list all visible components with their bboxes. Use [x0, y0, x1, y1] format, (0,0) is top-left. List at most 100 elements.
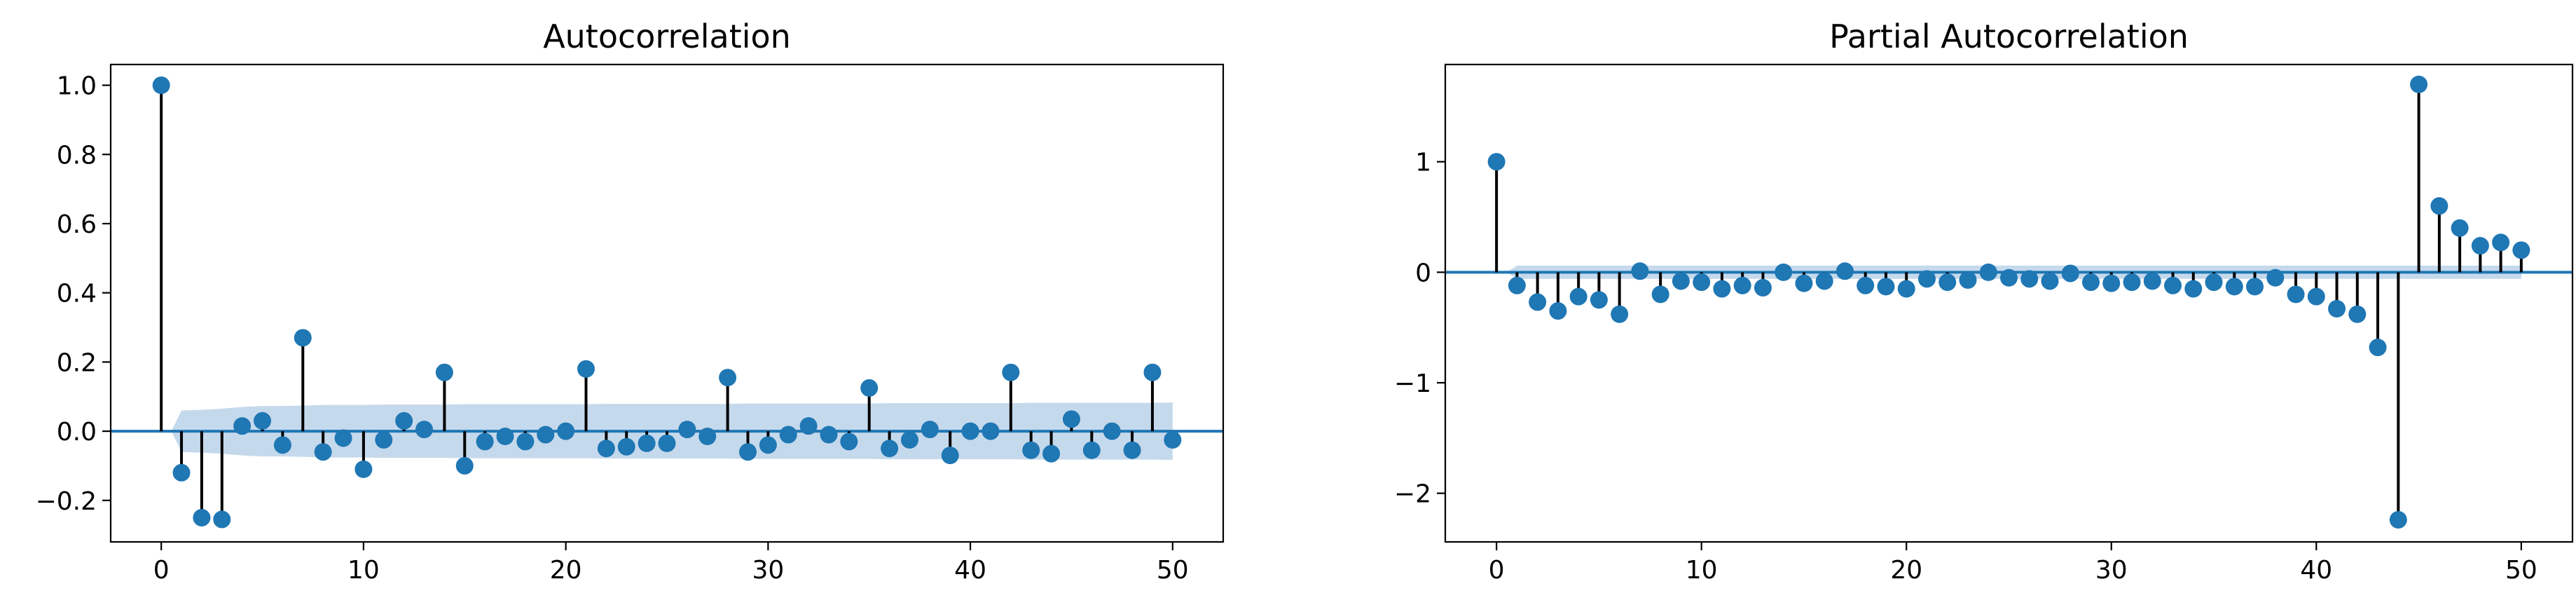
partial-autocorrelation-x-tick-label-50: 50	[2505, 556, 2537, 585]
autocorrelation-point-lag-34	[840, 433, 858, 451]
autocorrelation-x-tick-label-40: 40	[954, 556, 986, 585]
autocorrelation-point-lag-0	[152, 76, 170, 95]
autocorrelation-point-lag-23	[617, 437, 635, 456]
autocorrelation-x-tick-label-50: 50	[1157, 556, 1189, 585]
partial-autocorrelation-point-lag-26	[2020, 270, 2039, 288]
autocorrelation-point-lag-43	[1022, 441, 1040, 459]
autocorrelation-point-lag-37	[900, 430, 918, 449]
autocorrelation-point-lag-12	[395, 412, 413, 430]
autocorrelation-x-tick-label-30: 30	[752, 556, 784, 585]
partial-autocorrelation-y-tick-label-2: 0	[1415, 259, 1431, 287]
partial-autocorrelation-point-lag-19	[1877, 278, 1895, 296]
autocorrelation-y-tick-label-4: 0.6	[57, 210, 97, 239]
partial-autocorrelation-point-lag-18	[1857, 276, 1875, 294]
autocorrelation-y-tick-label-6: 1.0	[57, 72, 97, 101]
partial-autocorrelation-y-axis: −2 −1 0 1	[1394, 149, 1445, 509]
partial-autocorrelation-point-lag-43	[2369, 339, 2387, 357]
autocorrelation-point-lag-30	[759, 436, 777, 454]
autocorrelation-point-lag-2	[193, 508, 211, 526]
partial-autocorrelation-point-lag-7	[1631, 262, 1649, 280]
partial-autocorrelation-x-tick-label-10: 10	[1686, 556, 1718, 585]
autocorrelation-point-lag-1	[172, 463, 191, 482]
autocorrelation-point-lag-44	[1042, 444, 1061, 463]
autocorrelation-y-tick-label-2: 0.2	[57, 348, 97, 377]
autocorrelation-point-lag-22	[597, 440, 615, 458]
autocorrelation-point-lag-7	[294, 329, 312, 347]
autocorrelation-point-lag-19	[537, 426, 555, 444]
autocorrelation-point-lag-26	[678, 421, 696, 439]
autocorrelation-point-lag-8	[314, 443, 332, 461]
autocorrelation-point-lag-25	[658, 434, 676, 452]
partial-autocorrelation-point-lag-6	[1611, 305, 1629, 323]
partial-autocorrelation-point-lag-3	[1549, 302, 1567, 320]
autocorrelation-point-lag-36	[881, 440, 899, 458]
partial-autocorrelation-x-tick-label-20: 20	[1890, 556, 1922, 585]
partial-autocorrelation-point-lag-21	[1917, 270, 1936, 288]
autocorrelation-x-tick-label-0: 0	[153, 556, 170, 585]
partial-autocorrelation-point-lag-35	[2205, 273, 2223, 292]
autocorrelation-title: Autocorrelation	[543, 18, 791, 55]
autocorrelation-point-lag-24	[638, 434, 656, 452]
partial-autocorrelation-point-lag-4	[1569, 287, 1587, 306]
autocorrelation-point-lag-6	[273, 436, 291, 454]
autocorrelation-point-lag-3	[213, 510, 231, 529]
partial-autocorrelation-x-tick-label-40: 40	[2300, 556, 2332, 585]
autocorrelation-y-tick-label-0: −0.2	[36, 487, 97, 516]
partial-autocorrelation-point-lag-27	[2041, 272, 2059, 290]
autocorrelation-point-lag-46	[1082, 441, 1101, 459]
autocorrelation-point-lag-39	[941, 447, 959, 465]
partial-autocorrelation-point-lag-32	[2143, 272, 2161, 290]
autocorrelation-point-lag-32	[799, 417, 818, 435]
autocorrelation-point-lag-27	[698, 427, 717, 445]
partial-autocorrelation-point-lag-22	[1938, 273, 1957, 292]
partial-autocorrelation-point-lag-15	[1795, 274, 1813, 292]
partial-autocorrelation-point-lag-28	[2061, 264, 2079, 283]
partial-autocorrelation-point-lag-47	[2451, 219, 2469, 237]
autocorrelation-x-tick-label-20: 20	[550, 556, 582, 585]
autocorrelation-point-lag-45	[1062, 410, 1080, 428]
partial-autocorrelation-point-lag-5	[1590, 291, 1608, 309]
autocorrelation-point-lag-17	[496, 427, 514, 445]
partial-autocorrelation-point-lag-36	[2225, 278, 2243, 296]
partial-autocorrelation-point-lag-29	[2082, 273, 2100, 292]
partial-autocorrelation-point-lag-1	[1508, 276, 1526, 294]
partial-autocorrelation-plot-content	[1445, 75, 2572, 529]
partial-autocorrelation-point-lag-38	[2266, 268, 2285, 287]
partial-autocorrelation-point-lag-48	[2471, 237, 2489, 255]
autocorrelation-point-lag-28	[719, 369, 737, 387]
partial-autocorrelation-point-lag-14	[1775, 263, 1793, 281]
partial-autocorrelation-point-lag-8	[1651, 285, 1669, 304]
autocorrelation-point-lag-18	[516, 433, 535, 451]
partial-autocorrelation-point-lag-2	[1529, 293, 1547, 311]
autocorrelation-point-lag-33	[820, 426, 838, 444]
autocorrelation-point-lag-13	[415, 421, 434, 439]
partial-autocorrelation-point-lag-0	[1487, 153, 1506, 171]
partial-autocorrelation-point-lag-50	[2512, 241, 2530, 259]
autocorrelation-y-tick-label-3: 0.4	[57, 280, 97, 308]
autocorrelation-point-lag-20	[557, 422, 575, 440]
autocorrelation-point-lag-15	[455, 456, 474, 475]
partial-autocorrelation-point-lag-49	[2492, 233, 2510, 252]
autocorrelation-point-lag-31	[779, 426, 797, 444]
autocorrelation-y-tick-label-1: 0.0	[57, 418, 97, 447]
partial-autocorrelation-point-lag-45	[2410, 75, 2428, 93]
autocorrelation-point-lag-11	[375, 430, 393, 449]
partial-autocorrelation-point-lag-10	[1693, 273, 1711, 292]
partial-autocorrelation-y-tick-label-1: −1	[1394, 369, 1431, 398]
autocorrelation-point-lag-41	[982, 422, 1000, 440]
partial-autocorrelation-point-lag-40	[2307, 287, 2325, 306]
partial-autocorrelation-y-tick-label-3: 1	[1415, 149, 1431, 177]
partial-autocorrelation-plot-area	[1444, 63, 2574, 543]
partial-autocorrelation-point-lag-46	[2430, 197, 2448, 215]
partial-autocorrelation-y-tick-label-0: −2	[1394, 480, 1431, 509]
autocorrelation-point-lag-16	[476, 433, 494, 451]
partial-autocorrelation-point-lag-34	[2184, 280, 2203, 298]
autocorrelation-point-lag-49	[1143, 363, 1162, 381]
autocorrelation-point-lag-9	[334, 429, 352, 447]
autocorrelation-point-lag-47	[1103, 422, 1121, 440]
partial-autocorrelation-title: Partial Autocorrelation	[1829, 18, 2189, 55]
autocorrelation-point-lag-21	[577, 360, 595, 378]
autocorrelation-point-lag-42	[1002, 363, 1020, 381]
partial-autocorrelation-point-lag-12	[1733, 276, 1751, 294]
